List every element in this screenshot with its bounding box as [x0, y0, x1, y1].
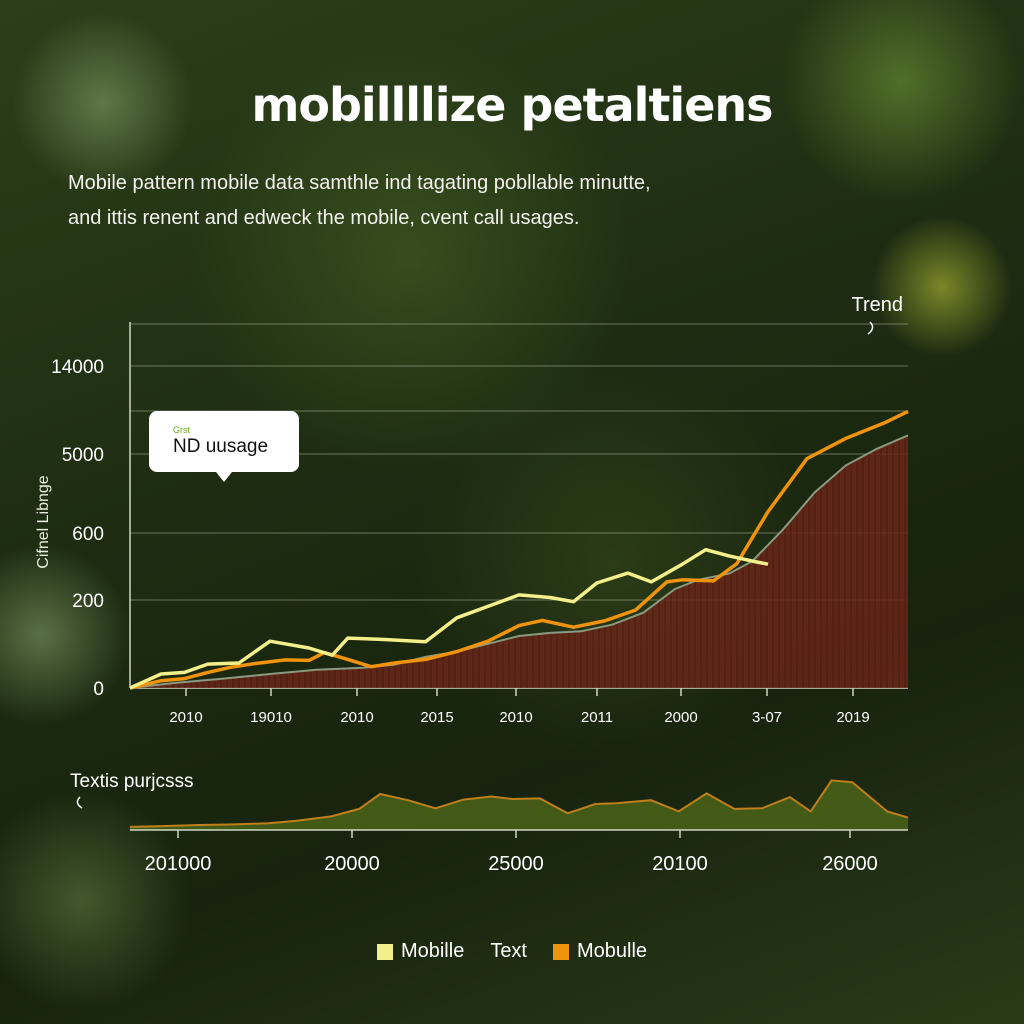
- x-tick-label: 2011: [581, 709, 613, 726]
- annotation-tag: Grst: [173, 425, 190, 435]
- series-line-mobulle: [129, 409, 909, 690]
- y-axis-label: Cifnel Libnge: [35, 475, 52, 569]
- legend-item-text: Text: [490, 940, 527, 963]
- bottom-x-tick-label: 201000: [145, 853, 212, 875]
- chart-title: mobillllize petaltiens: [251, 78, 773, 132]
- x-tick-label: 2010: [169, 709, 202, 726]
- series-line-mobille: [129, 547, 769, 690]
- bottom-x-tick-label: 26000: [822, 853, 878, 875]
- legend-item-mobulle: Mobulle: [553, 940, 647, 963]
- y-tick-label: 14000: [51, 357, 104, 378]
- description-line-2: and ittis renent and edweck the mobile, …: [68, 207, 580, 229]
- y-tick-label: 5000: [62, 445, 104, 466]
- legend-label-mobulle: Mobulle: [577, 940, 648, 962]
- x-tick-label: 2010: [499, 709, 532, 726]
- trend-label: Trend: [851, 294, 903, 316]
- legend-swatch-orange: [553, 943, 569, 960]
- bottom-area-fill: [130, 780, 908, 830]
- annotation-text: ND uusage: [173, 436, 268, 457]
- x-tick-label: 3-07: [752, 709, 782, 726]
- bottom-x-tick-label: 25000: [488, 853, 544, 875]
- x-tick-label: 2010: [340, 709, 373, 726]
- x-tick-label: 2019: [836, 709, 869, 726]
- x-tick-label: 19010: [250, 709, 292, 726]
- annotation-pointer: [216, 472, 232, 482]
- bottom-x-tick-label: 20000: [324, 853, 380, 875]
- trend-pointer: [867, 321, 874, 335]
- legend-item-mobille: Mobille: [376, 940, 465, 963]
- legend: Mobille Text Mobulle: [0, 940, 1024, 963]
- x-tick-label: 2015: [420, 709, 453, 726]
- annotation-box: [149, 411, 299, 472]
- y-tick-label: 0: [93, 679, 104, 700]
- series-area-edge: [129, 434, 909, 689]
- legend-swatch-yellow: [376, 943, 393, 960]
- bottom-axis-label: Textis purjcsss: [70, 771, 194, 792]
- bottom-label-pointer: [76, 796, 83, 809]
- legend-label-text: Text: [490, 940, 527, 962]
- bottom-line: [129, 779, 909, 828]
- bottom-x-tick-label: 20100: [652, 853, 708, 875]
- description-line-1: Mobile pattern mobile data samthle ind t…: [68, 172, 651, 194]
- y-tick-label: 200: [72, 591, 104, 612]
- series-area-fill: [130, 435, 908, 688]
- x-tick-label: 2000: [664, 709, 697, 726]
- y-tick-label: 600: [72, 524, 104, 545]
- legend-label-mobille: Mobille: [400, 940, 465, 962]
